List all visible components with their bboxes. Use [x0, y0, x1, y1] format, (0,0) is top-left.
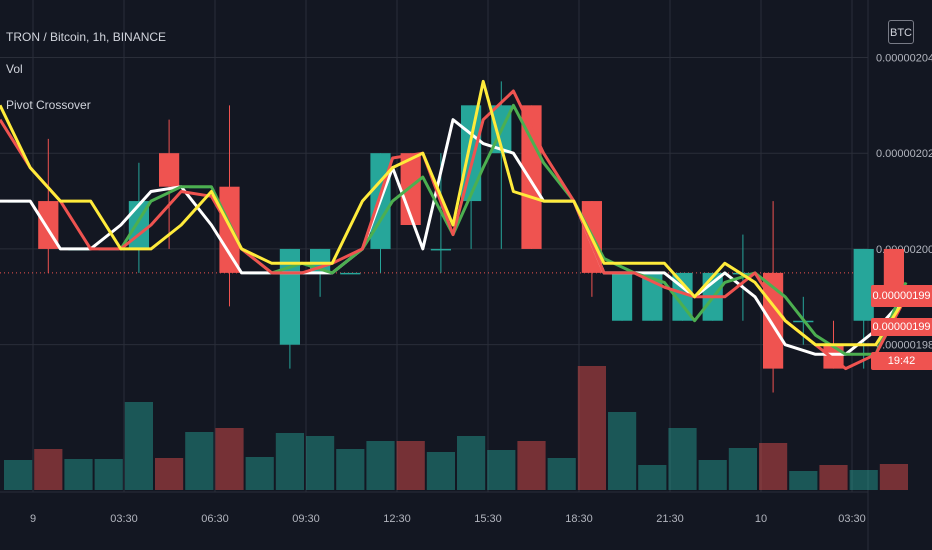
indicator-line: [0, 118, 908, 356]
volume-bar: [34, 449, 63, 490]
volume-bar: [608, 412, 637, 490]
volume-bar: [306, 436, 335, 490]
y-axis-label: 0.00000198: [876, 340, 932, 352]
volume-bar: [426, 452, 455, 490]
close-price-tag: 0.00000199: [871, 318, 932, 336]
volume-bar: [759, 443, 788, 490]
volume-bar: [728, 448, 757, 490]
volume-bar: [668, 428, 697, 490]
volume-indicator-label[interactable]: Vol: [6, 62, 23, 76]
volume-bar: [155, 458, 184, 490]
currency-button[interactable]: BTC: [888, 20, 914, 44]
x-axis-label: 03:30: [838, 513, 866, 525]
pivot-crossover-indicator-label[interactable]: Pivot Crossover: [6, 98, 91, 112]
volume-bar: [4, 460, 33, 490]
candle-body: [612, 272, 633, 321]
x-axis-label: 18:30: [565, 513, 593, 525]
y-axis-label: 0.00000204: [876, 52, 932, 64]
candle-body: [430, 248, 451, 251]
volume-bar: [577, 366, 606, 490]
x-axis-label: 21:30: [656, 513, 684, 525]
x-axis-label: 06:30: [201, 513, 229, 525]
volume-bar: [215, 428, 244, 490]
volume-bar: [819, 465, 848, 490]
x-axis-label: 10: [755, 513, 767, 525]
x-axis-label: 03:30: [110, 513, 138, 525]
volume-bar: [879, 464, 908, 490]
volume-bar: [336, 449, 365, 490]
volume-bar: [457, 436, 486, 490]
volume-bar: [638, 465, 667, 490]
indicator-line: [0, 79, 908, 347]
candle-body: [853, 248, 874, 321]
bar-countdown-tag: 19:42: [871, 352, 932, 370]
volume-bar: [789, 471, 818, 490]
volume-bar: [487, 450, 516, 490]
volume-bar: [366, 441, 395, 490]
volume-bar: [517, 441, 546, 490]
volume-bar: [94, 459, 123, 490]
volume-bar: [849, 470, 878, 490]
x-axis-label: 9: [30, 513, 36, 525]
volume-bar: [396, 441, 425, 490]
volume-bar: [547, 458, 576, 490]
x-axis-label: 09:30: [292, 513, 320, 525]
volume-bar: [698, 460, 727, 490]
volume-bar: [275, 433, 304, 490]
last-price-tag: 0.00000199: [871, 285, 932, 307]
y-axis-label: 0.00000202: [876, 148, 932, 160]
candle-body: [883, 248, 904, 297]
volume-bar: [185, 432, 214, 490]
indicator-line: [0, 89, 908, 371]
candle-body: [400, 153, 421, 225]
symbol-title[interactable]: TRON / Bitcoin, 1h, BINANCE: [6, 30, 167, 44]
x-axis-label: 12:30: [383, 513, 411, 525]
candle-body: [159, 153, 180, 187]
volume-bar: [64, 459, 93, 490]
candle-body: [461, 105, 482, 202]
x-axis-label: 15:30: [474, 513, 502, 525]
volume-bar: [124, 402, 153, 490]
volume-bar: [245, 457, 274, 490]
candle-body: [340, 272, 361, 275]
